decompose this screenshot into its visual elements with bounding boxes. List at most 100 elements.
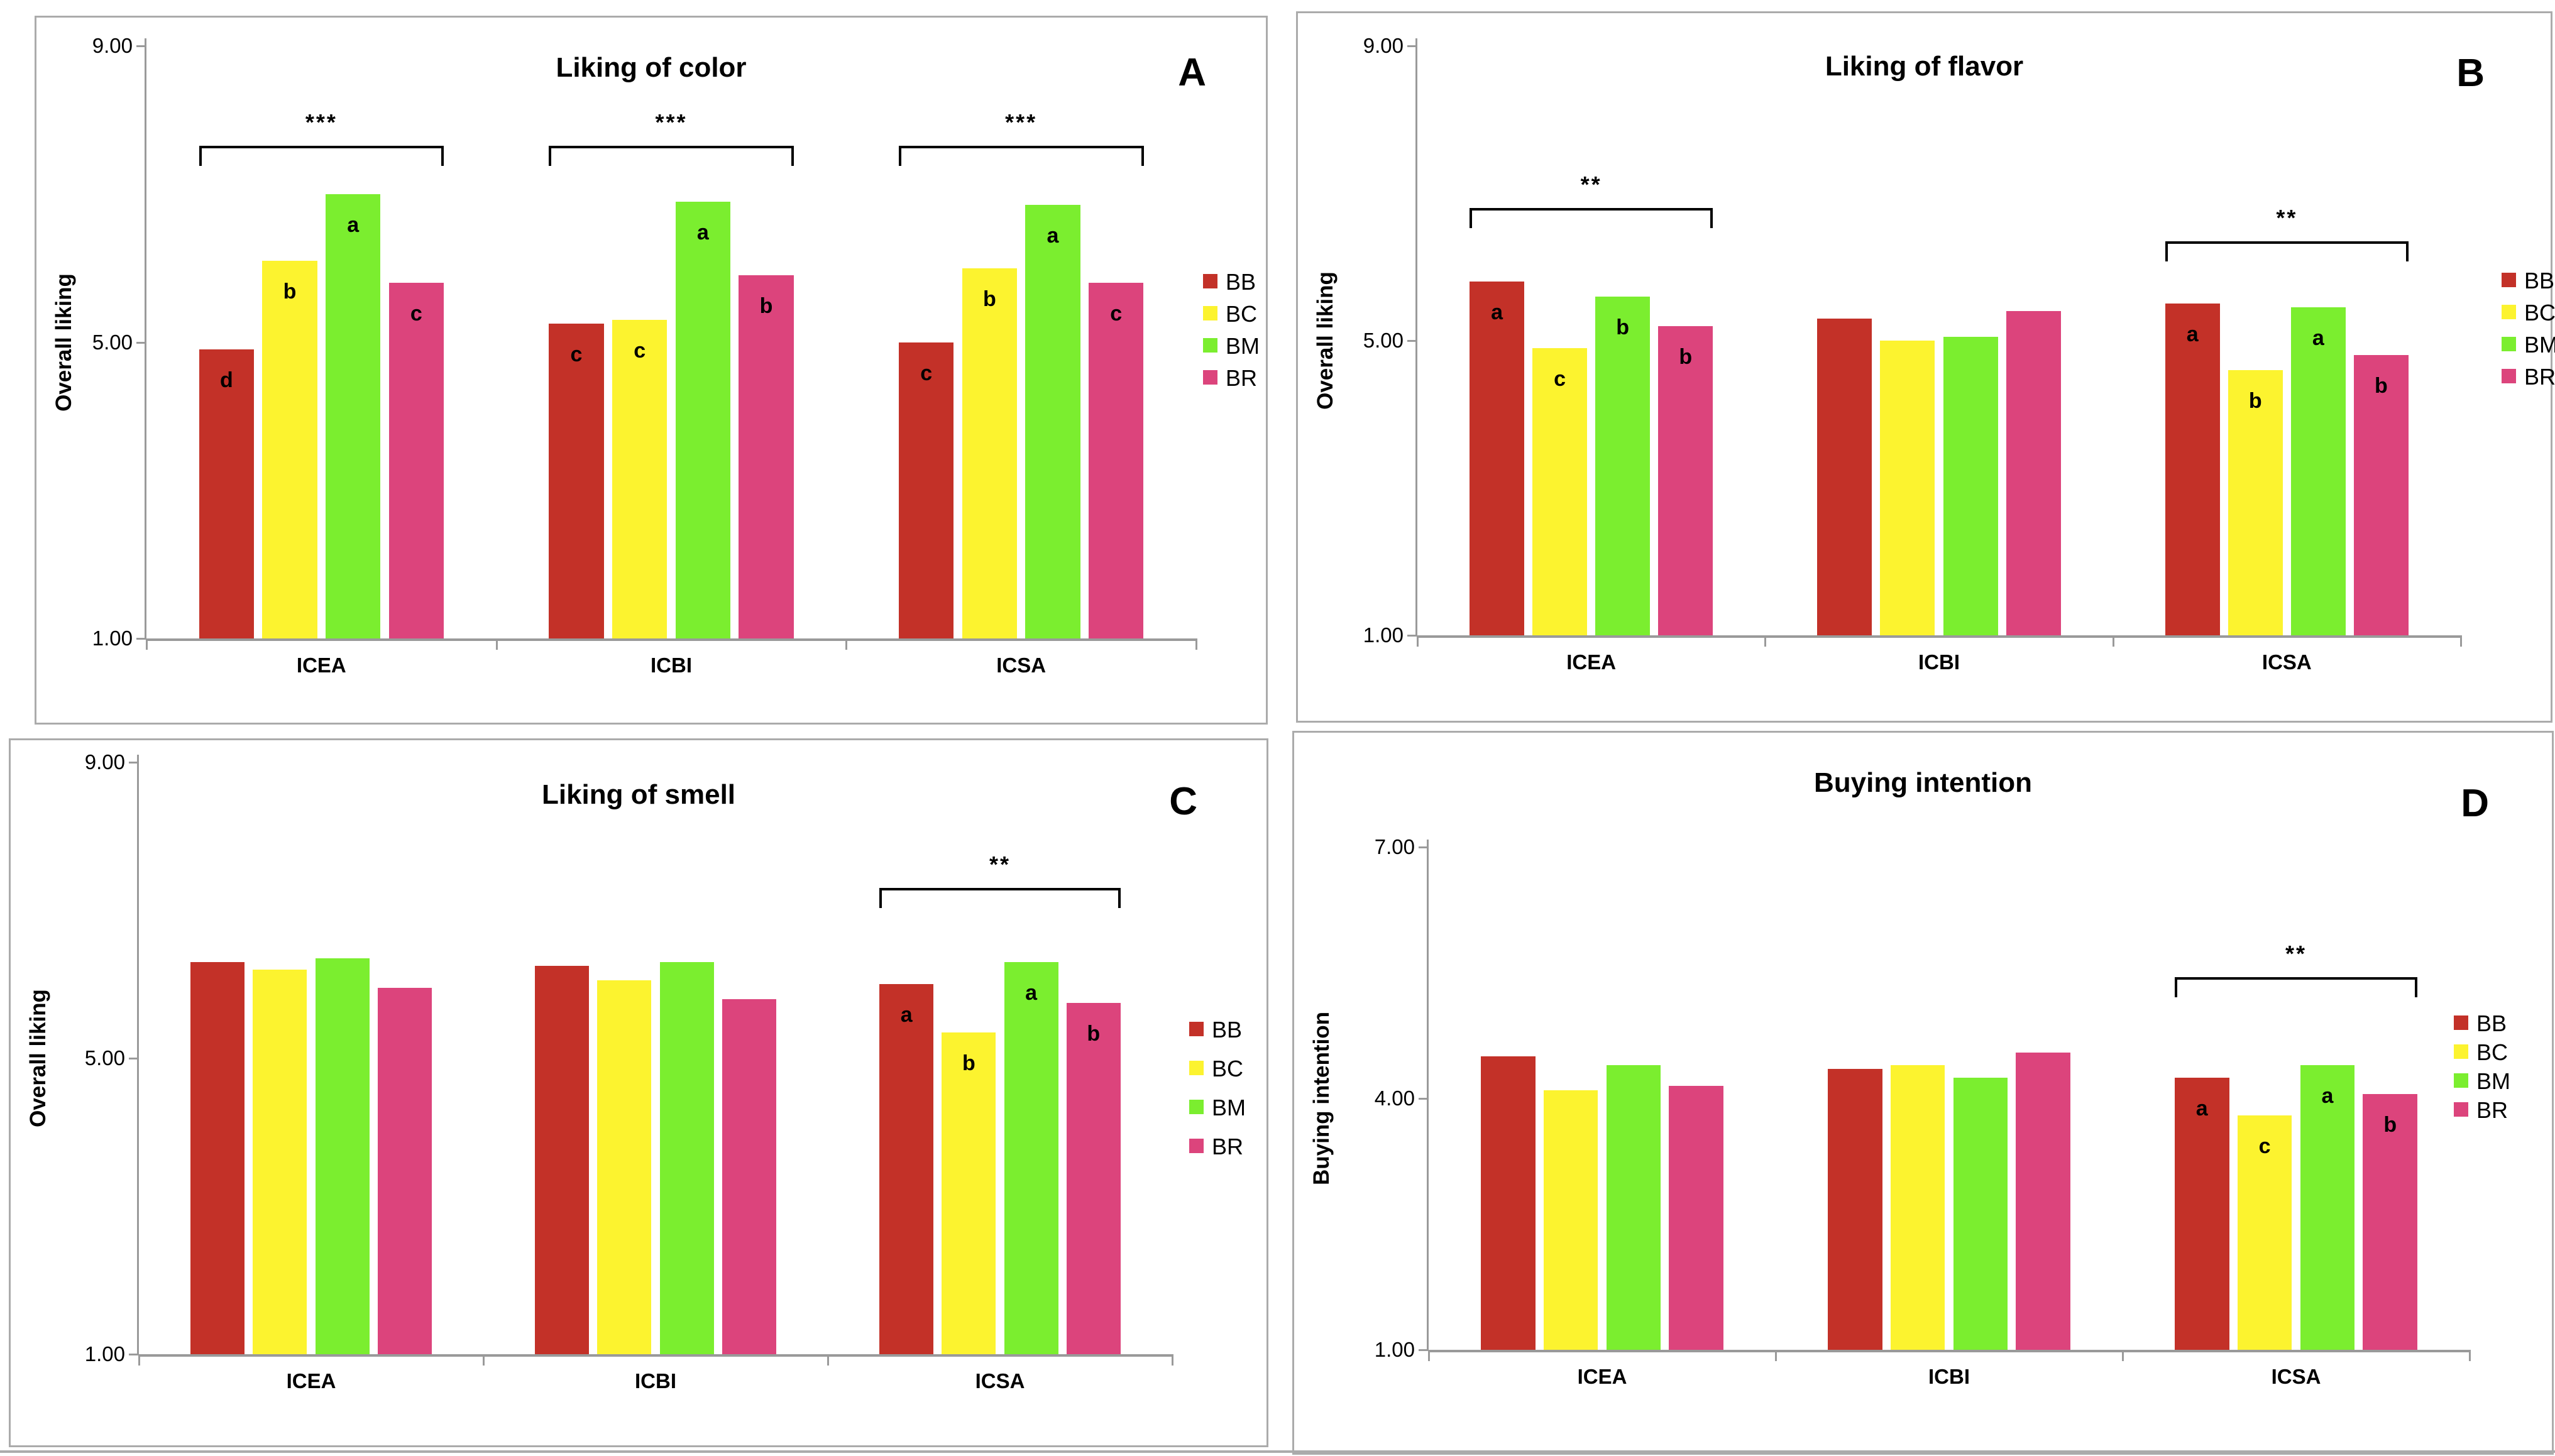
- bar-BM-ICSA: a: [1004, 961, 1058, 1354]
- x-tick-mark: [1172, 1354, 1173, 1366]
- legend-item-BR: BR: [2454, 1097, 2548, 1123]
- significance-letter: b: [283, 279, 297, 304]
- x-category-label-ICBI: ICBI: [1918, 650, 1960, 674]
- legend-label-BR: BR: [1212, 1134, 1244, 1159]
- significance-bracket: [2174, 977, 2418, 980]
- legend-swatch-BB: [1203, 274, 1217, 288]
- significance-bracket-end: [1470, 207, 1472, 228]
- y-tick-mark: [136, 638, 146, 640]
- x-category-label-ICEA: ICEA: [296, 654, 346, 677]
- bar-BC-ICSA: b: [2228, 369, 2283, 635]
- legend-item-BM: BM: [1203, 333, 1297, 359]
- significance-letter: b: [1679, 344, 1693, 369]
- y-tick-label: 9.00: [84, 750, 125, 774]
- significance-letter: b: [2375, 374, 2388, 398]
- x-tick-mark: [1764, 635, 1767, 647]
- significance-letter: a: [347, 212, 360, 237]
- panel-buying-intention: Buying intention D Buying intention 7.00 4.0…: [1292, 731, 2554, 1455]
- bar-BB-ICBI: [535, 965, 590, 1354]
- chart-title: Liking of flavor: [1825, 51, 2024, 82]
- bar-chart-liking-of-smell: Liking of smell C Overall liking 9.00 5.00 1.…: [11, 740, 1267, 1445]
- bar-BR-ICBI: [722, 999, 776, 1354]
- y-tick-label: 7.00: [1374, 835, 1415, 858]
- bar-BC-ICSA: b: [962, 268, 1018, 638]
- bar-BM-ICEA: b: [1595, 296, 1651, 635]
- x-axis-line: [1417, 635, 2461, 638]
- significance-bracket-end: [549, 146, 552, 167]
- legend-label-BB: BB: [2476, 1010, 2507, 1036]
- legend-swatch-BR: [1189, 1139, 1204, 1153]
- bar-BB-ICEA: [1480, 1056, 1536, 1350]
- bar-BM-ICEA: [1606, 1065, 1661, 1350]
- significance-letter: c: [634, 339, 646, 363]
- significance-letter: a: [1025, 980, 1038, 1005]
- significance-letter: d: [219, 368, 233, 393]
- significance-letter: c: [1110, 302, 1123, 326]
- legend-item-BM: BM: [1189, 1095, 1283, 1120]
- significance-letter: b: [1087, 1021, 1101, 1046]
- significance-stars: **: [1580, 171, 1602, 197]
- y-tick-mark: [1407, 635, 1417, 637]
- x-tick-mark: [495, 638, 498, 650]
- legend-swatch-BC: [2454, 1044, 2468, 1059]
- legend-item-BC: BC: [1189, 1056, 1283, 1081]
- x-category-label-ICEA: ICEA: [286, 1369, 336, 1393]
- significance-bracket-end: [791, 146, 794, 167]
- y-tick-label: 1.00: [1374, 1338, 1415, 1361]
- bar-BC-ICBI: [1880, 341, 1935, 635]
- legend-item-BB: BB: [1189, 1017, 1283, 1043]
- significance-bracket: [199, 146, 444, 149]
- bar-BR-ICEA: [1669, 1086, 1724, 1350]
- y-tick-label: 5.00: [84, 1046, 125, 1070]
- panel-liking-of-color: Liking of color A Overall liking 9.00 5.00 1.…: [35, 16, 1268, 725]
- legend-swatch-BB: [2454, 1015, 2468, 1030]
- y-tick-label: 9.00: [1363, 34, 1404, 57]
- bar-BB-ICSA: a: [2165, 304, 2220, 635]
- significance-letter: a: [900, 1003, 913, 1027]
- y-tick-mark: [136, 341, 146, 344]
- x-category-label-ICSA: ICSA: [996, 654, 1047, 677]
- bar-BB-ICBI: [1817, 318, 1872, 635]
- y-tick-label: 1.00: [84, 1342, 125, 1366]
- chart-title: Buying intention: [1813, 767, 2033, 798]
- chart-title: Liking of color: [556, 52, 747, 83]
- legend-swatch-BM: [1203, 338, 1217, 353]
- legend-item-BM: BM: [2454, 1068, 2548, 1094]
- y-axis-line: [1415, 38, 1417, 635]
- legend: BB BC BM BR: [2502, 268, 2555, 396]
- significance-bracket-end: [1141, 146, 1144, 167]
- significance-letter: c: [1554, 366, 1566, 391]
- significance-letter: a: [1491, 300, 1503, 325]
- bar-BM-ICBI: [1953, 1077, 2008, 1350]
- legend-item-BC: BC: [2502, 300, 2555, 326]
- legend: BB BC BM BR: [1189, 1017, 1283, 1173]
- significance-bracket: [898, 146, 1144, 149]
- legend-label-BC: BC: [1212, 1056, 1244, 1081]
- legend-swatch-BM: [2454, 1073, 2468, 1088]
- legend-swatch-BM: [1189, 1100, 1204, 1114]
- bar-BM-ICBI: [1943, 337, 1998, 635]
- significance-letter: b: [759, 294, 773, 319]
- y-tick-mark: [1419, 1349, 1429, 1351]
- significance-bracket-end: [2165, 241, 2168, 261]
- significance-letter: a: [2186, 322, 2199, 347]
- legend-label-BR: BR: [2524, 364, 2555, 390]
- bar-BC-ICEA: [253, 969, 307, 1354]
- significance-bracket-end: [441, 146, 444, 167]
- y-tick-mark: [129, 1058, 139, 1059]
- bar-BC-ICEA: b: [262, 260, 317, 638]
- bar-BM-ICBI: a: [675, 201, 731, 638]
- bar-BR-ICSA: b: [1066, 1002, 1121, 1354]
- legend-label-BR: BR: [2476, 1097, 2508, 1123]
- significance-letter: b: [2248, 388, 2262, 413]
- bar-BC-ICEA: [1543, 1090, 1598, 1350]
- significance-bracket: [549, 146, 794, 149]
- x-category-label-ICBI: ICBI: [651, 654, 692, 677]
- bar-BB-ICSA: c: [898, 342, 954, 638]
- y-tick-label: 1.00: [1363, 623, 1404, 647]
- legend-swatch-BB: [1189, 1022, 1204, 1036]
- y-axis-line: [137, 755, 139, 1354]
- bar-BC-ICBI: [597, 980, 652, 1354]
- bar-BR-ICSA: c: [1088, 283, 1144, 638]
